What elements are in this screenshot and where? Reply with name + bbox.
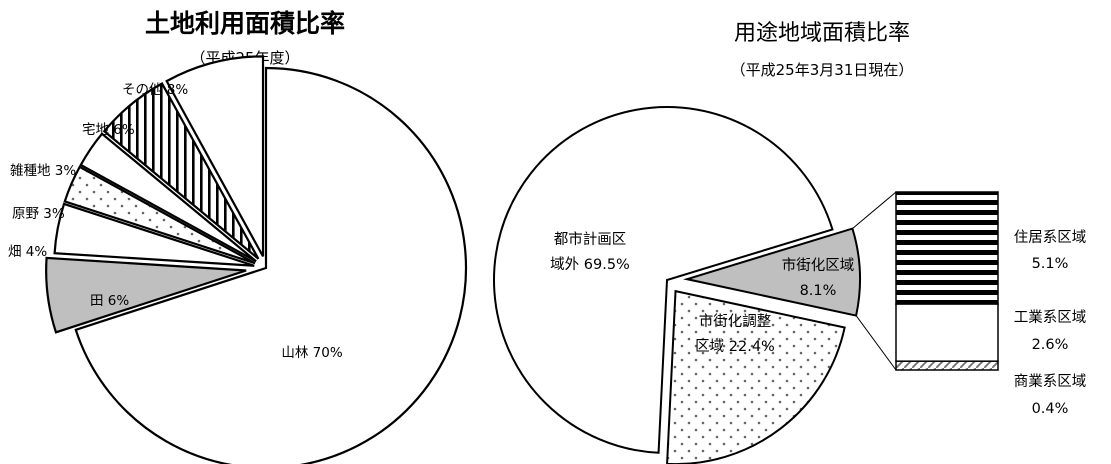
zoning-slice-label-2-0: 都市計画区 (554, 231, 627, 248)
land-use-pie: 山林 70% 田 6% 畑 4% 原野 3% 雑種地 3% 宅地 6% その他 8% (8, 55, 468, 464)
chart2-subtitle: （平成25年3月31日現在） (731, 61, 914, 79)
zoning-slice-2 (493, 106, 834, 454)
land-slice-5 (102, 81, 260, 260)
land-slice-4 (79, 132, 257, 263)
breakdown-segment-0 (895, 191, 999, 305)
urbanization-breakdown-bar: 住居系区域 5.1% 工業系区域 2.6% 商業系区域 0.4% (852, 191, 1087, 417)
land-slice-3 (63, 165, 256, 265)
land-slice-2 (53, 202, 255, 267)
zoning-slice-0 (683, 227, 861, 317)
land-slice-label-3: 原野 3% (12, 206, 65, 222)
zoning-slice-label-0-1: 8.1% (800, 283, 837, 299)
land-slice-0 (74, 66, 468, 464)
breakdown-label-2-0: 商業系区域 (1014, 373, 1087, 390)
chart1-title: 土地利用面積比率 (145, 9, 345, 38)
breakdown-label-0-0: 住居系区域 (1014, 229, 1087, 246)
zoning-slice-label-2-1: 域外 69.5% (550, 256, 630, 273)
zoning-slice-label-1-0: 市街化調整 (699, 313, 772, 330)
zoning-slice-label-1-1: 区域 22.4% (695, 338, 775, 355)
zoning-slice-label-0-0: 市街化区域 (782, 257, 855, 274)
land-slice-label-2: 畑 4% (8, 244, 47, 260)
breakdown-label-1-1: 2.6% (1032, 337, 1069, 353)
breakdown-segment-2 (895, 360, 999, 371)
breakdown-connector-bottom (855, 315, 897, 371)
land-slice-label-0: 山林 70% (281, 345, 342, 361)
breakdown-label-0-1: 5.1% (1032, 256, 1069, 272)
land-slice-label-4: 雑種地 3% (10, 163, 76, 179)
chart2-title: 用途地域面積比率 (734, 21, 910, 46)
land-slice-label-1: 田 6% (90, 293, 129, 309)
land-slice-label-6: その他 8% (122, 82, 188, 98)
breakdown-segment-1 (895, 303, 999, 362)
land-slice-6 (165, 55, 265, 257)
breakdown-label-2-1: 0.4% (1032, 401, 1069, 417)
breakdown-label-1-0: 工業系区域 (1014, 309, 1087, 326)
land-slice-1 (45, 256, 247, 334)
breakdown-connector-top (852, 191, 897, 229)
zoning-slice-1 (666, 289, 846, 464)
land-slice-label-5: 宅地 6% (82, 122, 135, 138)
